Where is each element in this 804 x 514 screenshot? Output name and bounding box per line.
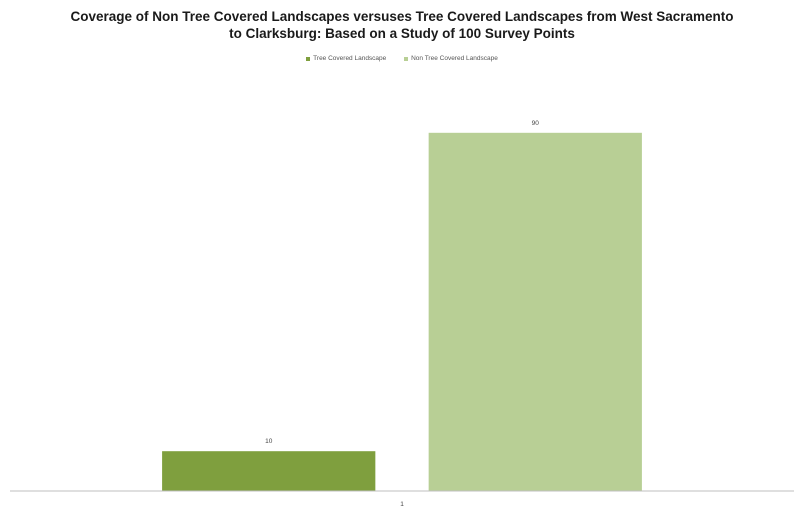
bar-non-tree-covered-landscape: [428, 132, 642, 492]
x-tick-label: 1: [400, 501, 404, 508]
bar-tree-covered-landscape: [162, 451, 376, 491]
data-label-tree-covered-landscape: 10: [265, 438, 273, 445]
chart-legend: Tree Covered Landscape Non Tree Covered …: [0, 55, 804, 63]
legend-swatch-non-tree-covered: [404, 56, 409, 61]
legend-label-non-tree-covered: Non Tree Covered Landscape: [411, 55, 498, 62]
legend-label-tree-covered: Tree Covered Landscape: [313, 55, 387, 62]
chart-title: Coverage of Non Tree Covered Landscapes …: [0, 8, 804, 42]
legend-entry-non-tree-covered: Non Tree Covered Landscape: [404, 55, 498, 62]
legend-swatch-tree-covered: [306, 56, 311, 61]
chart-title-line-1: Coverage of Non Tree Covered Landscapes …: [70, 9, 734, 24]
data-label-non-tree-covered-landscape: 90: [532, 120, 540, 127]
chart-title-line-2: to Clarksburg: Based on a Study of 100 S…: [229, 26, 575, 41]
legend-entry-tree-covered: Tree Covered Landscape: [306, 55, 386, 62]
